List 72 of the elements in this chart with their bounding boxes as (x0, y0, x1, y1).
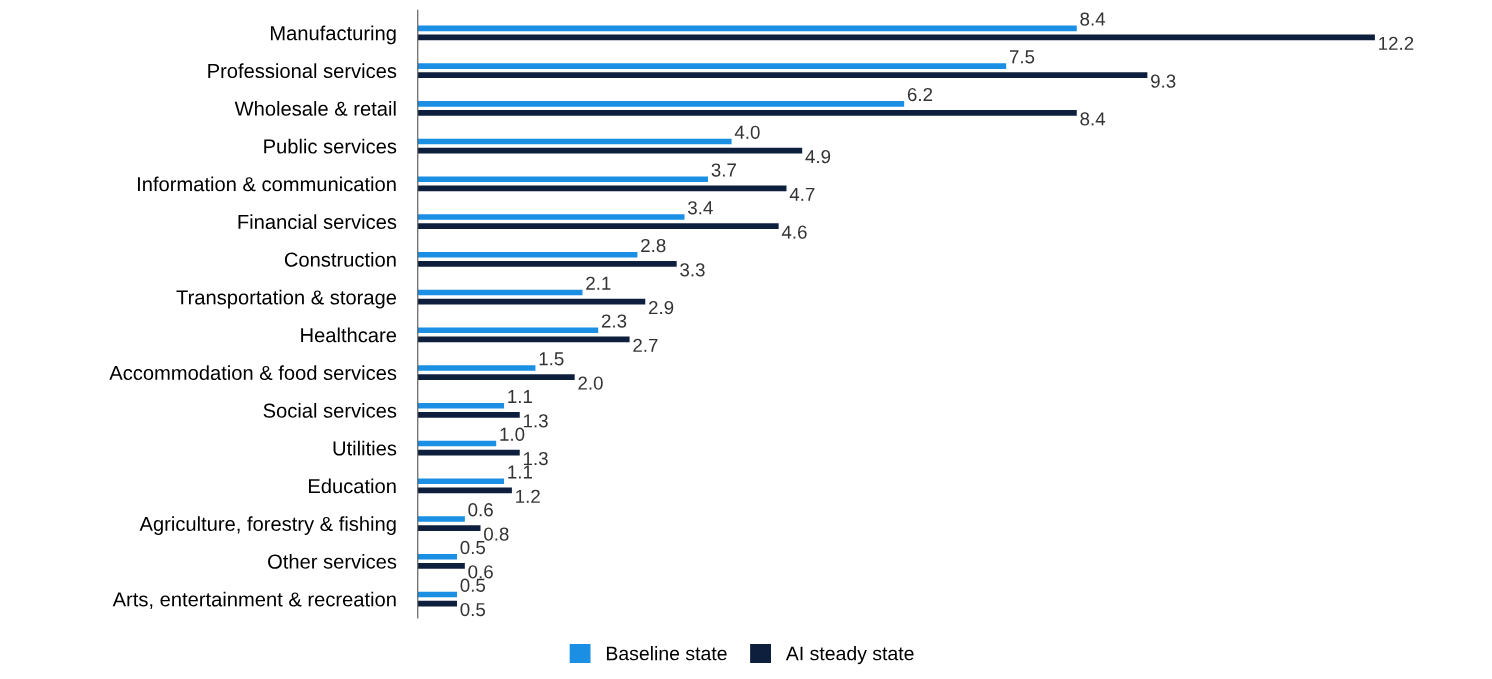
data-label: 3.3 (680, 263, 705, 277)
y-tick-label: Information & communication (138, 176, 396, 192)
bar (417, 562, 465, 569)
bar (417, 176, 709, 183)
data-label: 4.0 (734, 125, 760, 139)
y-tick-label: Construction (284, 252, 396, 267)
y-tick-label: Professional services (208, 63, 397, 79)
data-label: 1.5 (539, 352, 564, 366)
data-label: 4.9 (805, 149, 831, 164)
bar (417, 72, 1148, 78)
bar (417, 261, 677, 267)
bar (417, 374, 575, 380)
bar (417, 214, 685, 220)
y-tick-label: Financial services (238, 214, 397, 230)
data-label: 1.1 (508, 465, 532, 479)
data-label: 2.8 (641, 238, 666, 253)
data-label: 1.2 (516, 489, 540, 503)
data-label: 6.2 (907, 87, 933, 102)
y-tick-label: Arts, entertainment & recreation (112, 591, 396, 609)
data-label: 0.5 (460, 602, 486, 617)
data-label: 1.1 (508, 390, 532, 403)
data-label: 2.1 (586, 276, 611, 290)
data-label: 0.8 (484, 527, 509, 541)
y-tick-label: Agriculture, forestry & fishing (139, 516, 396, 535)
data-label: 2.9 (649, 300, 674, 315)
data-label: 1.0 (500, 427, 525, 441)
bar (417, 402, 505, 409)
data-label: 2.3 (601, 314, 627, 328)
y-tick-label: Utilities (333, 440, 397, 456)
bar (417, 525, 481, 531)
legend-label: AI steady state (785, 646, 914, 665)
bar (417, 516, 465, 522)
y-tick-label: Public services (264, 138, 397, 154)
y-tick-label: Other services (268, 553, 397, 569)
data-label: 3.7 (711, 163, 736, 177)
data-label: 3.4 (687, 201, 713, 215)
data-label: 4.6 (781, 225, 807, 239)
data-label: 0.5 (460, 578, 486, 592)
y-tick-label: Wholesale & retail (234, 101, 396, 116)
data-label: 9.3 (1151, 74, 1176, 88)
bar (417, 411, 520, 418)
bar (417, 251, 638, 258)
data-label: 2.0 (578, 376, 603, 390)
y-tick-label: Social services (263, 402, 397, 418)
y-tick-label: Healthcare (301, 327, 397, 343)
data-label: 0.5 (460, 540, 486, 555)
bar (417, 478, 505, 485)
y-tick-label: Education (309, 478, 396, 494)
bar (417, 553, 457, 560)
y-tick-label: Manufacturing (270, 25, 396, 45)
bar (417, 365, 536, 371)
data-label: 4.7 (789, 187, 815, 201)
data-label: 1.3 (523, 414, 548, 428)
data-label: 1.3 (523, 451, 548, 466)
data-label: 0.6 (468, 565, 493, 579)
bar (417, 25, 1077, 32)
bar (417, 336, 630, 343)
bar (417, 100, 905, 107)
bar (417, 327, 599, 334)
data-label: 0.6 (468, 503, 493, 517)
data-label: 12.2 (1379, 36, 1414, 50)
bar (417, 487, 512, 494)
y-tick-label: Transportation & storage (176, 289, 397, 309)
bar (417, 110, 1077, 116)
bar (417, 223, 779, 229)
data-label: 8.4 (1080, 12, 1106, 26)
legend-label: Baseline state (606, 646, 727, 661)
data-label: 7.5 (1009, 50, 1035, 64)
data-label: 8.4 (1080, 112, 1106, 126)
data-label: 2.7 (633, 338, 658, 352)
y-tick-label: Accommodation & food services (109, 365, 397, 381)
bar (417, 63, 1007, 69)
